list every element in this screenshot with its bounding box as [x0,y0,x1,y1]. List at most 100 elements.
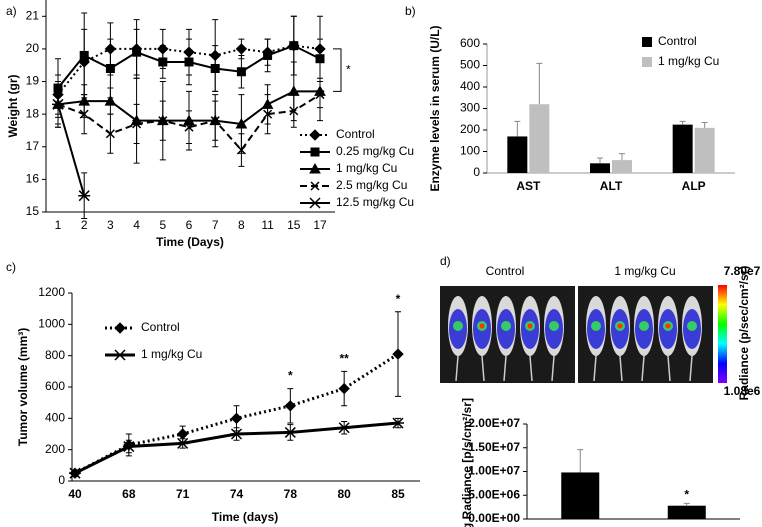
legend-label: 1 mg/kg Cu [336,161,397,175]
y-tick-label: 21 [26,8,40,22]
legend-marker [114,349,126,361]
marker [158,116,168,126]
y-tick-label: 600 [460,36,480,50]
legend-marker [309,129,321,141]
mouse-tail [529,355,533,382]
mouse-signal [453,321,463,331]
error-bar [577,449,584,473]
mouse-signal [617,323,623,329]
legend-label: 0.25 mg/kg Cu [336,144,414,158]
y-tick-label: 0 [58,473,65,487]
y-axis-label: Avg Radiance [p/s/cm²/sr] [460,398,474,527]
mouse-signal [665,323,671,329]
mouse-tail [667,355,671,382]
annotation: ** [339,352,349,366]
x-tick-label: 5 [159,218,166,232]
marker [122,441,135,453]
x-tick-label: 2 [81,218,88,232]
y-tick-label: 1200 [38,285,65,299]
mouse-signal [527,323,533,329]
y-tick-label: 0 [473,165,480,179]
y-tick-label: 200 [460,122,480,136]
x-tick-label: 6 [186,218,193,232]
error-bar [683,502,690,506]
marker [392,417,404,429]
marker [235,43,248,55]
legend-marker [310,147,320,157]
mouse-tail [689,355,693,382]
marker [79,109,89,119]
mouse-tail [455,355,459,382]
x-tick-label: 1 [55,218,62,232]
legend-label: Control [658,34,697,48]
x-tick-label: 80 [337,487,351,501]
marker [236,145,246,155]
marker [289,106,299,116]
mouse-tail [619,355,623,382]
colorbar-label: Radiance (p/sec/cm²/sr) [737,266,751,401]
bar [667,505,706,519]
y-axis-label: Enzyme levels in serum (U/L) [428,25,442,191]
x-tick-label: 71 [176,487,190,501]
error-bar [514,120,521,137]
bar [672,124,693,173]
bar [612,160,632,173]
legend-marker [310,181,320,191]
y-tick-label: 800 [45,348,65,362]
y-axis-label: Weight (gr) [6,74,20,137]
series [69,417,404,479]
marker [184,122,194,132]
y-tick-label: 19 [26,74,40,88]
x-tick-label: ALT [600,179,623,193]
marker [69,467,81,479]
marker [176,428,189,440]
bracket [333,48,342,92]
x-tick-label: 17 [313,218,327,232]
x-tick-label: 68 [122,487,136,501]
legend-label: Control [141,320,180,334]
y-tick-label: 1.50E+07 [468,440,520,454]
mouse-signal [479,323,485,329]
x-tick-label: 85 [391,487,405,501]
bar [694,127,715,173]
marker [78,190,91,202]
mouse-tail [641,355,645,382]
bar [507,136,528,173]
x-tick-label: 74 [230,487,244,501]
y-tick-label: 15 [26,204,40,218]
annotation: * [684,487,689,501]
y-tick-label: 100 [460,144,480,158]
legend-label: Control [336,127,375,141]
annotation: * [288,369,293,383]
mouse-tail [551,355,555,382]
marker [263,109,273,119]
annotation: * [396,292,401,306]
error-bar [619,153,625,161]
marker [230,428,243,440]
legend-label: 2.5 mg/kg Cu [336,178,407,192]
mouse-signal [591,321,601,331]
y-tick-label: 200 [45,442,65,456]
marker [132,47,142,57]
marker [284,426,297,438]
error-bar [679,120,686,125]
colorbar-min: 1.08e6 [724,384,761,398]
marker [338,422,351,434]
y-tick-label: 5.00E+06 [468,487,520,501]
legend-label: 12.5 mg/kg Cu [336,195,414,209]
marker [184,57,194,67]
x-axis-label: Time (days) [212,510,278,524]
error-bar [536,62,543,105]
marker [236,67,246,77]
mouse-signal [687,321,697,331]
x-tick-label: 3 [107,218,114,232]
panel-label: b) [405,4,416,18]
marker [52,98,64,110]
legend-swatch [642,37,652,47]
marker [79,50,89,60]
marker [176,437,189,449]
y-tick-label: 500 [460,58,480,72]
x-tick-label: 15 [287,218,301,232]
marker [315,90,325,100]
